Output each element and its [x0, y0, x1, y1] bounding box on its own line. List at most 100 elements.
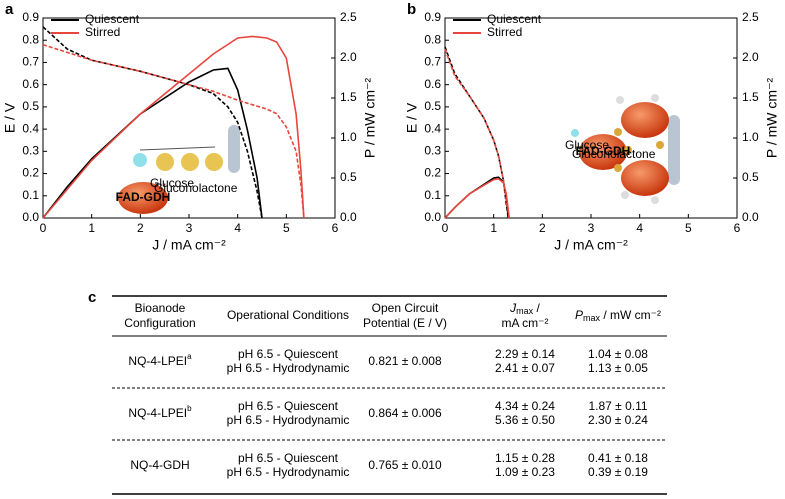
inset-b: [571, 94, 680, 204]
pmax-cell: 2.30 ± 0.24: [588, 413, 648, 427]
conditions-cell: pH 6.5 - Quiescent: [238, 347, 339, 361]
y2-tick-label: 1.5: [742, 90, 759, 104]
config-sup: b: [187, 404, 192, 413]
y-tick-label: 0.9: [22, 10, 39, 24]
y2-tick-label: 2.5: [742, 10, 759, 24]
y2-tick-label: 1.0: [742, 130, 759, 144]
y-tick-label: 0.8: [424, 32, 441, 46]
x-tick-label: 2: [137, 221, 144, 235]
config-sup: a: [187, 352, 192, 361]
y-tick-label: 0.6: [22, 77, 39, 91]
y-tick-label: 0.2: [424, 166, 441, 180]
inset-label: FAD-GDH: [576, 144, 631, 158]
jmax-cell: 2.29 ± 0.14: [495, 347, 555, 361]
header-cell: Open Circuit: [372, 301, 439, 315]
header-cell: Potential (E / V): [363, 316, 447, 330]
y-tick-label: 0.3: [22, 144, 39, 158]
inset-label: Gluconolactone: [572, 147, 656, 161]
x-tick-label: 3: [186, 221, 193, 235]
jmax-cell: 1.09 ± 0.23: [495, 465, 555, 479]
y-tick-label: 0.7: [22, 55, 39, 69]
y-tick-label: 0.9: [424, 10, 441, 24]
y-tick-label: 0.7: [424, 55, 441, 69]
y2-tick-label: 0.0: [340, 210, 357, 224]
conditions-cell: pH 6.5 - Quiescent: [238, 451, 339, 465]
x-tick-label: 1: [88, 221, 95, 235]
panel-label: c: [88, 289, 96, 306]
ocp-cell: 0.864 ± 0.006: [368, 406, 442, 420]
y-tick-label: 0.0: [424, 210, 441, 224]
legend-label: Stirred: [487, 25, 522, 39]
header-cell: Pmax / mW cm⁻²: [575, 308, 661, 323]
header-cell: Configuration: [124, 316, 195, 330]
x-tick-label: 6: [734, 221, 741, 235]
y2-tick-label: 2.0: [742, 50, 759, 64]
power-curve: [444, 176, 510, 219]
x-tick-label: 2: [539, 221, 546, 235]
y2-tick-label: 0.0: [742, 210, 759, 224]
y2-axis-label: P / mW cm⁻²: [362, 78, 378, 159]
config-name: NQ-4-GDH: [130, 458, 189, 472]
y-tick-label: 0.0: [22, 210, 39, 224]
y-axis-label: E / V: [2, 102, 18, 133]
header-cell: Jmax /: [509, 301, 540, 316]
y2-axis-label: P / mW cm⁻²: [764, 78, 780, 159]
table: c Bioanode Configuration Operational Con…: [88, 289, 667, 495]
y-axis-label: E / V: [404, 102, 420, 133]
x-tick-label: 3: [588, 221, 595, 235]
panel-label: a: [5, 1, 14, 18]
polarization-curve: [444, 46, 510, 219]
x-tick-label: 5: [685, 221, 692, 235]
polarization-curve: [42, 26, 263, 219]
y2-tick-label: 2.0: [340, 50, 357, 64]
inset-label: Glucose: [565, 138, 609, 152]
pmax-cell: 1.87 ± 0.11: [588, 399, 647, 413]
pmax-cell: 0.41 ± 0.18: [588, 451, 648, 465]
conditions-cell: pH 6.5 - Hydrodynamic: [227, 465, 350, 479]
conditions-cell: pH 6.5 - Hydrodynamic: [227, 413, 350, 427]
conditions-cell: pH 6.5 - Hydrodynamic: [227, 361, 350, 375]
jmax-cell: 1.15 ± 0.28: [495, 451, 555, 465]
y2-tick-label: 2.5: [340, 10, 357, 24]
x-tick-label: 6: [332, 221, 339, 235]
header-cell: Bioanode: [135, 301, 186, 315]
x-axis-label: J / mA cm⁻²: [554, 237, 628, 253]
config-cell: NQ-4-LPEIb: [128, 404, 192, 420]
power-curve: [42, 35, 305, 219]
legend-label: Stirred: [85, 25, 120, 39]
x-tick-label: 4: [636, 221, 643, 235]
x-tick-label: 4: [234, 221, 241, 235]
jmax-cell: 5.36 ± 0.50: [495, 413, 555, 427]
y-tick-label: 0.3: [424, 144, 441, 158]
x-tick-label: 0: [40, 221, 47, 235]
y2-tick-label: 0.5: [742, 170, 759, 184]
y-tick-label: 0.4: [424, 121, 441, 135]
x-tick-label: 0: [442, 221, 449, 235]
jmax-cell: 4.34 ± 0.24: [495, 399, 555, 413]
panel-label: b: [407, 1, 416, 18]
inset-label: Gluconolactone: [154, 181, 238, 195]
inset-label: Glucose: [150, 176, 194, 190]
config-name: NQ-4-LPEI: [128, 354, 187, 368]
y-tick-label: 0.8: [22, 32, 39, 46]
legend-label: Quiescent: [487, 12, 542, 26]
header-cell: Operational Conditions: [227, 308, 349, 322]
config-cell: NQ-4-LPEIa: [128, 352, 192, 368]
config-cell: NQ-4-GDH: [130, 458, 189, 472]
config-name: NQ-4-LPEI: [128, 406, 187, 420]
plot-frame: [444, 17, 738, 219]
x-axis-label: J / mA cm⁻²: [152, 237, 226, 253]
legend-label: Quiescent: [85, 12, 140, 26]
x-tick-label: 5: [283, 221, 290, 235]
y-tick-label: 0.5: [22, 99, 39, 113]
power-curve: [444, 177, 510, 219]
y2-tick-label: 1.5: [340, 90, 357, 104]
inset-a: [118, 125, 240, 214]
y-tick-label: 0.1: [424, 188, 441, 202]
header-cell: mA cm⁻²: [502, 316, 549, 330]
y-tick-label: 0.2: [22, 166, 39, 180]
y-tick-label: 0.5: [424, 99, 441, 113]
pmax-cell: 0.39 ± 0.19: [588, 465, 648, 479]
y-tick-label: 0.6: [424, 77, 441, 91]
